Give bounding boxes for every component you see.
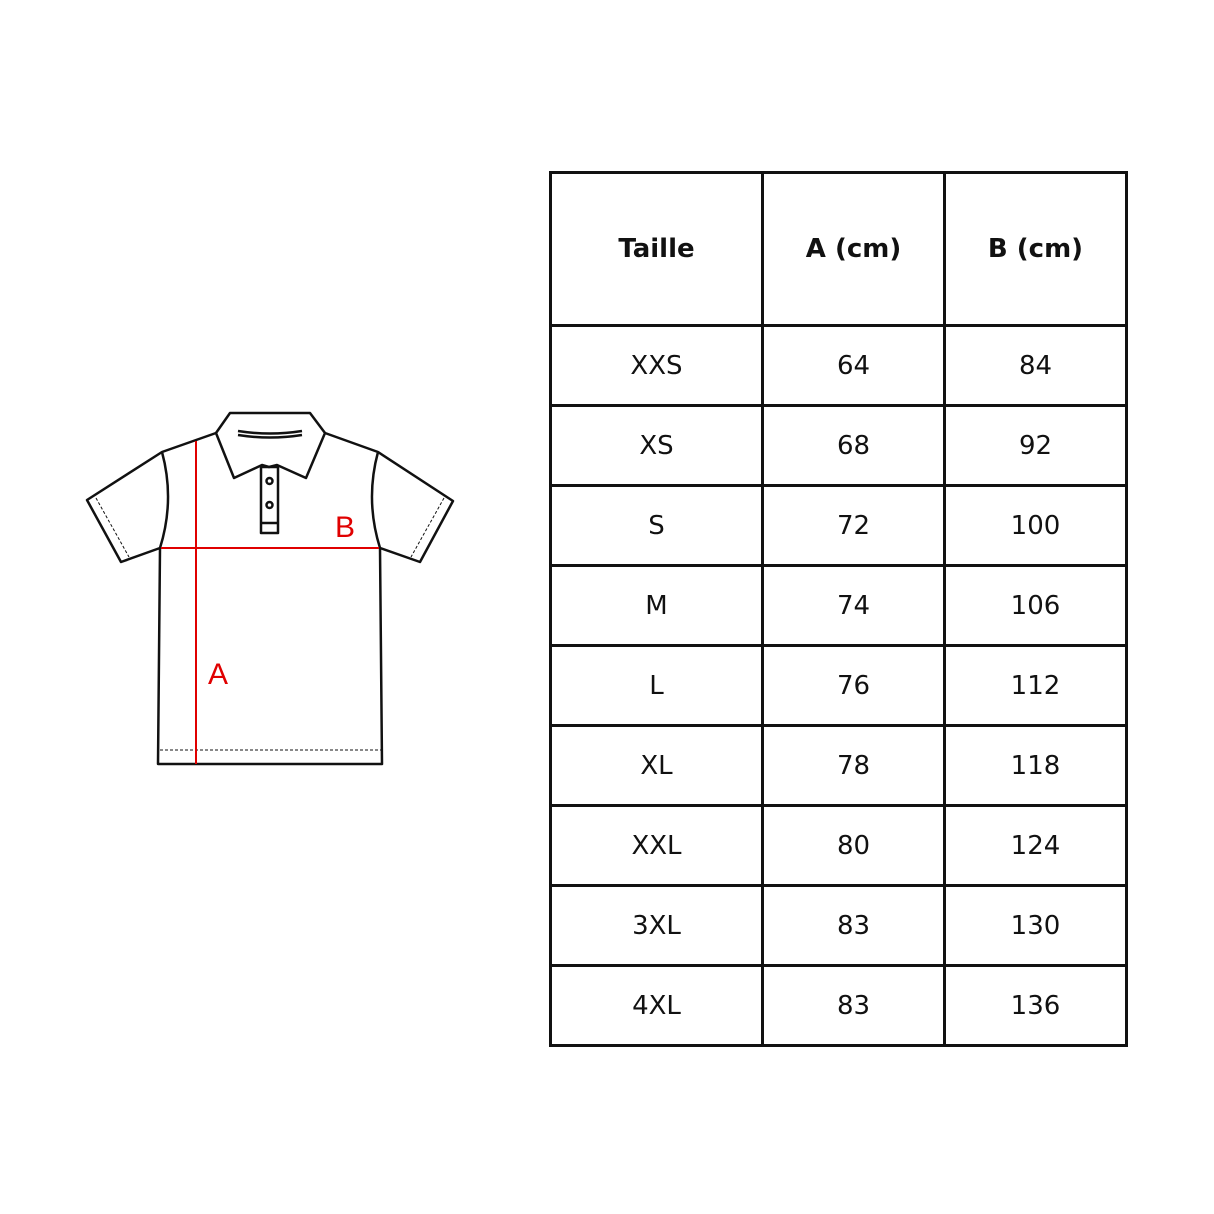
table-row: S 72 100	[549, 484, 1128, 567]
header-a: A (cm)	[761, 171, 946, 327]
polo-shirt-diagram: A B	[85, 411, 455, 766]
size-cell: L	[549, 644, 764, 727]
a-cell: 68	[761, 404, 946, 487]
a-cell: 78	[761, 724, 946, 807]
a-cell: 74	[761, 564, 946, 647]
b-cell: 84	[943, 324, 1128, 407]
table-header-row: Taille A (cm) B (cm)	[549, 171, 1128, 327]
stitch-lines	[95, 497, 445, 751]
table-row: XL 78 118	[549, 724, 1128, 807]
header-size: Taille	[549, 171, 764, 327]
a-cell: 72	[761, 484, 946, 567]
table-row: 3XL 83 130	[549, 884, 1128, 967]
table-row: XS 68 92	[549, 404, 1128, 487]
table-row: L 76 112	[549, 644, 1128, 727]
table-row: XXS 64 84	[549, 324, 1128, 407]
a-cell: 83	[761, 884, 946, 967]
a-cell: 64	[761, 324, 946, 407]
size-cell: XXL	[549, 804, 764, 887]
b-cell: 118	[943, 724, 1128, 807]
b-cell: 136	[943, 964, 1128, 1047]
size-cell: M	[549, 564, 764, 647]
table-row: XXL 80 124	[549, 804, 1128, 887]
size-cell: 4XL	[549, 964, 764, 1047]
a-cell: 76	[761, 644, 946, 727]
size-cell: XS	[549, 404, 764, 487]
b-cell: 130	[943, 884, 1128, 967]
a-cell: 83	[761, 964, 946, 1047]
size-table: Taille A (cm) B (cm) XXS 64 84 XS 68 92 S 72 100…	[549, 171, 1128, 1047]
size-cell: S	[549, 484, 764, 567]
size-cell: XL	[549, 724, 764, 807]
header-b: B (cm)	[943, 171, 1128, 327]
b-cell: 100	[943, 484, 1128, 567]
label-b: B	[335, 511, 355, 544]
label-a: A	[208, 658, 228, 691]
table-row: M 74 106	[549, 564, 1128, 647]
b-cell: 112	[943, 644, 1128, 727]
shirt-outline	[85, 411, 455, 766]
b-cell: 92	[943, 404, 1128, 487]
table-row: 4XL 83 136	[549, 964, 1128, 1047]
a-cell: 80	[761, 804, 946, 887]
size-cell: XXS	[549, 324, 764, 407]
b-cell: 106	[943, 564, 1128, 647]
b-cell: 124	[943, 804, 1128, 887]
size-cell: 3XL	[549, 884, 764, 967]
